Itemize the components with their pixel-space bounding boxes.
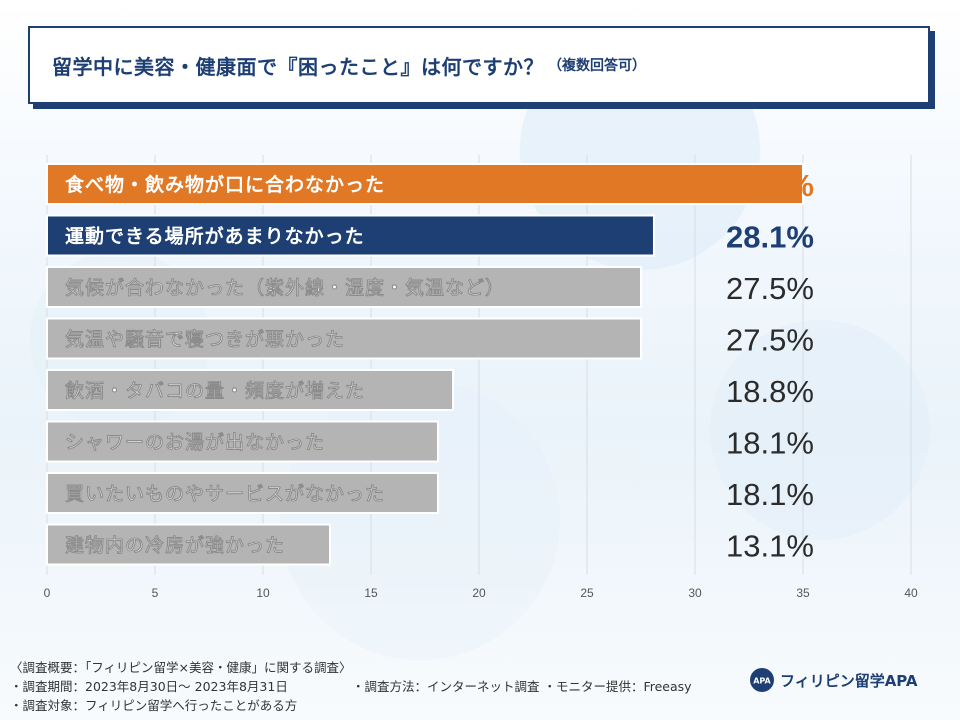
x-tick-label: 35	[796, 586, 810, 600]
bar	[46, 317, 642, 360]
footer-survey-target: ・調査対象：フィリピン留学へ行ったことがある方	[10, 698, 298, 713]
bar-value-label: 27.5%	[726, 271, 814, 306]
bar-value-label: 13.1%	[726, 529, 814, 564]
logo-mark-text: APA	[753, 677, 771, 686]
chart-title: 留学中に美容・健康面で『困ったこと』は何ですか？	[52, 54, 544, 79]
chart-subtitle: （複数回答可）	[548, 58, 646, 74]
footer-survey-overview: 〈調査概要：「フィリピン留学×美容・健康」に関する調査〉	[10, 660, 352, 675]
brand-logo: APA フィリピン留学APA	[750, 668, 918, 692]
bar-value-label: 27.5%	[726, 323, 814, 358]
x-tick-label: 30	[688, 586, 702, 600]
bar	[46, 523, 331, 566]
bar	[46, 266, 642, 308]
bar-category-label: 買いたいものやサービスがなかった	[65, 482, 385, 505]
x-tick-label: 40	[904, 586, 918, 600]
bar	[46, 472, 439, 514]
bar-category-label: 建物内の冷房が強かった	[65, 534, 285, 557]
logo-text: フィリピン留学APA	[780, 671, 918, 690]
bar-value-label: 35.0%	[726, 168, 814, 203]
bar-value-label: 18.8%	[726, 374, 814, 409]
bar-category-label: 運動できる場所があまりなかった	[65, 225, 365, 248]
bar-value-label: 18.1%	[726, 426, 814, 461]
bar	[46, 369, 455, 411]
bar	[46, 163, 804, 205]
x-tick-label: 20	[472, 586, 486, 600]
x-tick-label: 0	[44, 586, 51, 600]
bar-category-label: 気温や騒音で寝つきが悪かった	[65, 328, 345, 351]
bar	[46, 420, 439, 463]
apa-logo-icon: APA	[750, 668, 774, 692]
x-tick-label: 10	[256, 586, 270, 600]
x-tick-label: 5	[152, 586, 159, 600]
bar-category-label: 気候が合わなかった（紫外線・湿度・気温など）	[65, 276, 505, 299]
bar-category-label: 飲酒・タバコの量・頻度が増えた	[64, 379, 365, 402]
bar-chart: 0 5 10 15 20 25 30 35 40 食べ物・飲み物が口に合わなかった 35.0% 運動で…	[44, 155, 918, 600]
footer-survey-period: ・調査期間：2023年8月30日～ 2023年8月31日	[10, 679, 288, 694]
bar-category-label: 食べ物・飲み物が口に合わなかった	[65, 173, 385, 196]
bar-category-label: シャワーのお湯が出なかった	[65, 431, 325, 454]
title-box: 留学中に美容・健康面で『困ったこと』は何ですか？ （複数回答可）	[28, 26, 930, 104]
bar	[46, 214, 655, 257]
bar-value-label: 18.1%	[726, 477, 814, 512]
x-tick-label: 15	[364, 586, 378, 600]
footer-survey-method: ・調査方法：インターネット調査 ・モニター提供：Freeasy	[352, 679, 692, 694]
x-tick-label: 25	[580, 586, 594, 600]
bar-value-label: 28.1%	[726, 220, 814, 255]
